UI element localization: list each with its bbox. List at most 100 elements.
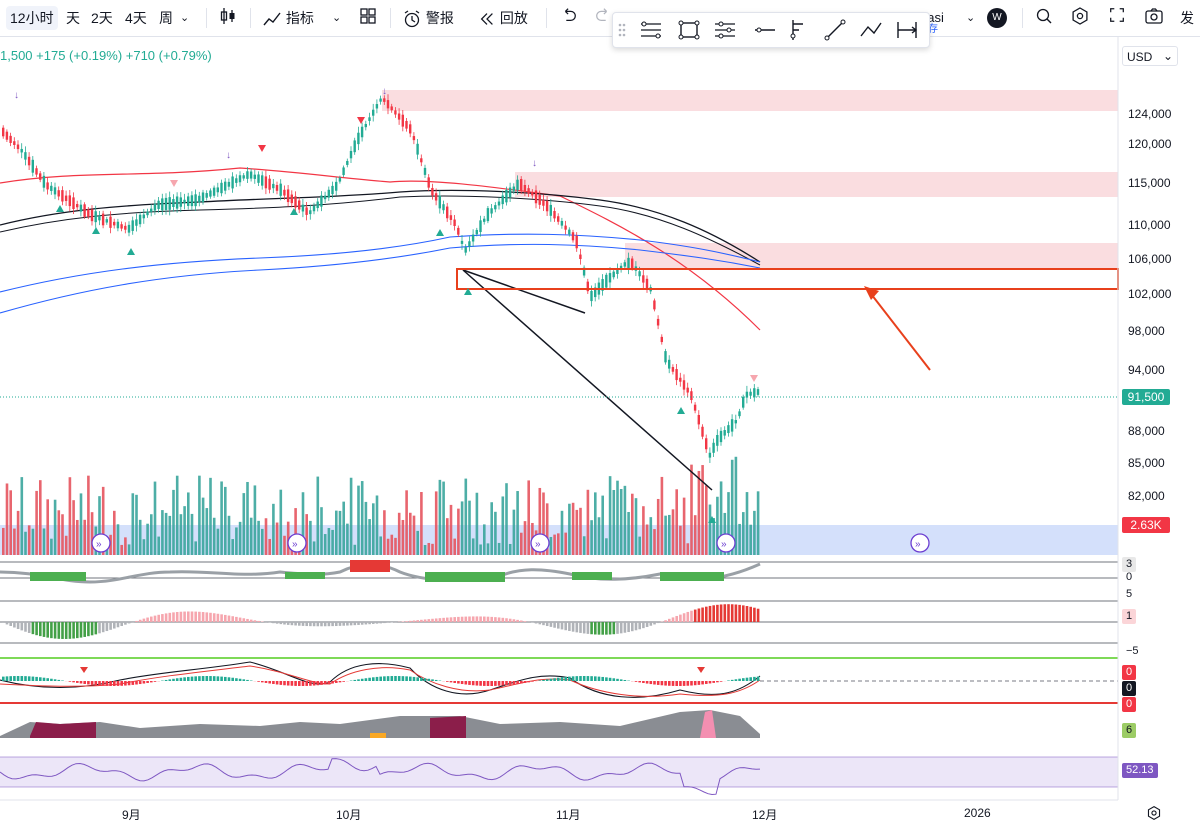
replay-button[interactable]: 回放 [478,6,528,30]
candle [50,185,53,192]
candle [431,187,434,196]
svg-text:»: » [96,539,102,550]
timeframe-1d[interactable]: 天 [66,10,80,26]
svg-text:↓: ↓ [14,90,19,101]
volume-bar [316,476,320,555]
chart-canvas[interactable]: ↓ ↓ ↓ ↓ » » » » » [0,37,1200,824]
histogram-bar [520,620,523,622]
chevron-down-icon[interactable]: ⌄ [180,12,190,24]
histogram-bar [605,677,608,681]
currency-selector[interactable]: USD ⌄ [1122,46,1178,66]
volume-bar [494,511,497,555]
candle [627,257,630,269]
avatar[interactable]: W [987,8,1007,28]
histogram-bar [505,681,508,686]
volume-bar [16,510,20,555]
volume-bar [312,541,316,555]
divider [1022,8,1023,28]
histogram-bar [5,676,9,681]
histogram-bar [619,679,623,681]
undo-button[interactable] [560,6,578,30]
candle [582,267,586,276]
candle [138,214,142,225]
candle-type-button[interactable] [218,6,238,30]
volume-bar [357,485,360,555]
rewind-icon [480,13,493,26]
publish-button[interactable]: 发 [1180,10,1194,26]
trend-line-icon[interactable] [823,18,847,42]
candle [394,110,397,115]
rsi-value: 52.13 [1122,763,1158,778]
settings-lines-icon[interactable] [713,18,737,42]
volume-bar [675,489,678,555]
histogram-bar [109,622,112,630]
candle [87,209,90,217]
template-icon[interactable] [639,18,663,42]
svg-text:»: » [915,539,921,550]
screenshot-button[interactable] [1144,6,1164,30]
candle [283,189,286,196]
histogram-bar [612,678,616,681]
axis-settings-icon[interactable] [1146,805,1162,821]
price-change-legend: 1,500 +175 (+0.19%) +710 (+0.79%) [0,48,212,63]
volume-bar [449,504,453,555]
undo-icon [564,8,576,22]
volume-bar [64,535,68,555]
histogram-bar [531,622,534,623]
candle [727,425,730,434]
volume-bar [368,519,371,555]
timeframe-2d[interactable]: 2天 [91,10,113,26]
chevron-down-icon[interactable]: ⌄ [332,12,342,24]
horizontal-line-icon[interactable] [753,18,777,42]
redo-button[interactable] [594,6,612,30]
volume-bar [505,483,508,555]
candle [309,210,312,215]
indicator-value: 1 [1122,609,1137,624]
chevron-down-icon[interactable]: ⌄ [966,12,976,24]
indicators-button[interactable]: 指标 [262,6,314,30]
histogram-bar [671,617,675,622]
volume-bar [516,491,519,555]
timeframe-12h[interactable]: 12小时 [6,6,58,30]
histogram-bar [716,604,719,622]
path-icon[interactable] [859,18,883,42]
histogram-bar [427,619,431,622]
histogram-bar [427,678,431,681]
histogram-bar [216,676,220,681]
volume-bar [756,491,760,555]
histogram-bar [272,622,275,624]
settings-button[interactable] [1070,6,1090,30]
fullscreen-button[interactable] [1108,6,1126,30]
volume-bar [475,492,479,555]
histogram-bar [756,676,760,681]
date-range-icon[interactable] [895,18,919,42]
histogram-bar [298,622,301,626]
candle [523,184,527,191]
histogram-bar [457,616,460,622]
histogram-bar [693,609,697,622]
volume-bar [642,506,645,555]
price-label-icon[interactable] [787,18,811,42]
zoom-button[interactable] [1034,6,1054,30]
gear-icon [1072,7,1088,25]
histogram-bar [697,608,701,622]
highlight-box[interactable] [456,268,1119,290]
timeframe-1w[interactable]: 周 [159,10,173,26]
layout-button[interactable] [358,6,378,30]
drag-handle-icon[interactable] [617,18,627,42]
alert-button[interactable]: 警报 [402,6,454,30]
timeframe-4d[interactable]: 4天 [125,10,147,26]
candle [101,213,105,226]
histogram-bar [586,676,590,681]
candle [198,195,201,203]
histogram-bar [479,681,482,686]
histogram-bar [220,614,223,622]
histogram-bar [486,681,490,686]
histogram-bar [457,681,460,684]
rectangle-icon[interactable] [677,18,701,42]
volume-bar [320,507,323,555]
histogram-bar [261,681,264,683]
histogram-bar [364,622,368,625]
volume-bar [409,512,412,555]
candle [719,430,723,443]
